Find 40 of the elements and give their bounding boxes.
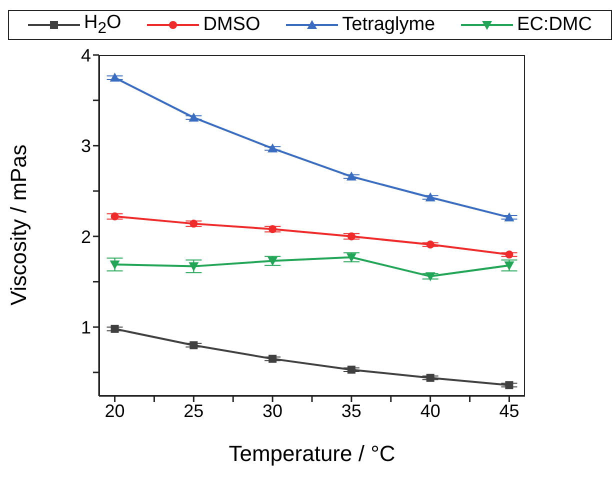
point <box>426 240 434 249</box>
point <box>268 256 278 266</box>
point <box>425 192 436 202</box>
x-tick-label: 35 <box>341 400 362 421</box>
point <box>110 260 120 270</box>
y-axis-title: Viscosity / mPas <box>6 144 31 306</box>
y-tick-label: 3 <box>80 136 91 156</box>
x-tick-label: 20 <box>104 400 125 421</box>
point <box>268 354 277 363</box>
point <box>426 374 434 382</box>
point <box>110 72 120 82</box>
y-tick-label: 2 <box>80 226 91 247</box>
x-axis-title: Temperature / °C <box>228 441 396 466</box>
point <box>268 143 278 152</box>
legend-label: DMSO <box>203 14 260 35</box>
point <box>504 212 514 222</box>
y-tick-label: 1 <box>80 317 91 338</box>
legend-label: Tetraglyme <box>342 14 436 35</box>
x-tick-label: 25 <box>184 400 204 421</box>
point <box>268 225 277 234</box>
x-tick-label: 30 <box>262 400 283 421</box>
y-tick-label: 4 <box>80 45 91 66</box>
point <box>505 381 514 390</box>
point <box>346 172 356 181</box>
point <box>505 250 514 259</box>
point <box>110 324 119 333</box>
x-tick-label: 45 <box>499 400 520 421</box>
point <box>188 112 199 122</box>
point <box>346 253 356 262</box>
point <box>190 220 198 228</box>
point <box>504 261 514 270</box>
point <box>110 212 119 220</box>
point <box>190 341 198 350</box>
point <box>347 232 356 240</box>
x-tick-label: 40 <box>420 400 440 421</box>
legend-label: EC:DMC <box>517 14 592 35</box>
point <box>188 262 199 272</box>
point <box>425 272 436 282</box>
point <box>347 366 356 374</box>
legend-label: H$_{2}$O <box>84 12 122 37</box>
